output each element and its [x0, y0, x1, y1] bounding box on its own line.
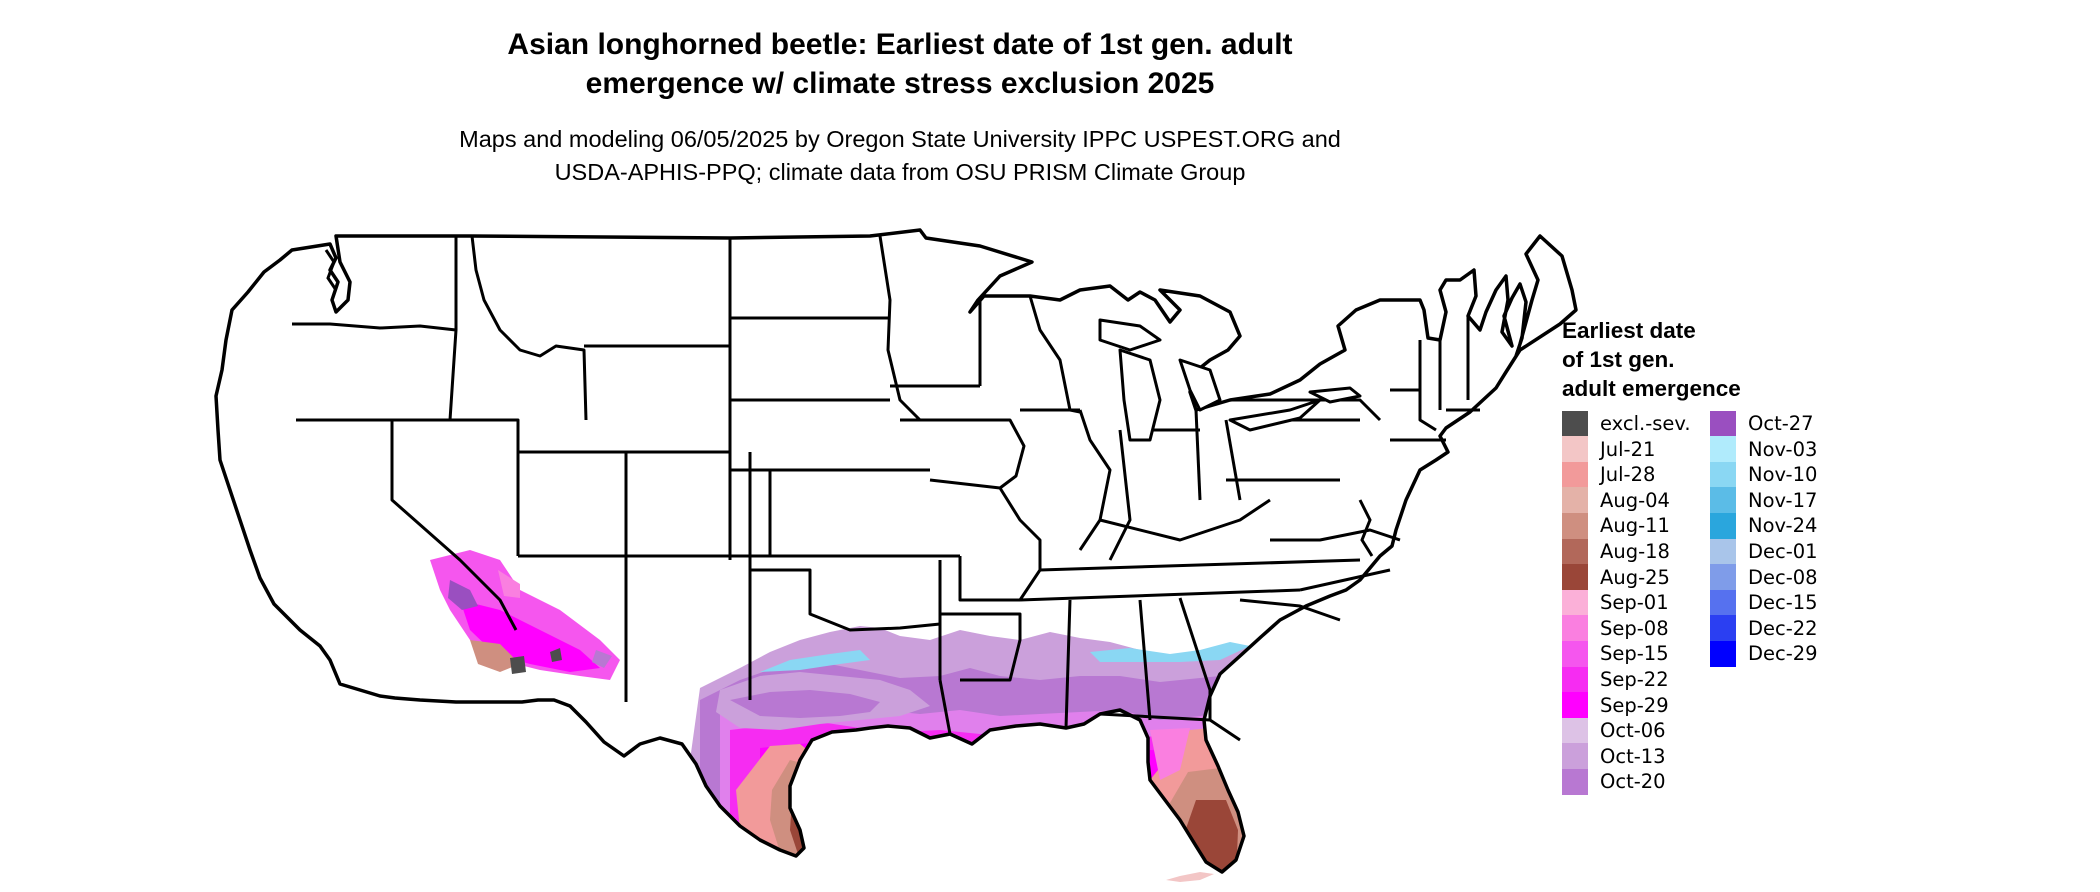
legend-swatch	[1710, 436, 1736, 463]
legend-title-line: Earliest date	[1562, 318, 1696, 343]
legend-item: Sep-01	[1562, 589, 1669, 616]
legend-swatch	[1562, 461, 1588, 488]
legend-item: Nov-03	[1710, 436, 1818, 463]
legend-label: Aug-25	[1600, 565, 1670, 589]
legend-item: excl.-sev.	[1562, 410, 1691, 437]
legend-item: Dec-01	[1710, 538, 1818, 565]
legend-item: Aug-18	[1562, 538, 1670, 565]
legend-swatch	[1562, 512, 1588, 539]
legend-swatch	[1710, 461, 1736, 488]
legend-label: Dec-29	[1748, 642, 1818, 666]
legend-swatch	[1710, 564, 1736, 591]
legend-swatch	[1710, 487, 1736, 514]
legend-label: Nov-17	[1748, 488, 1818, 512]
legend-label: Aug-18	[1600, 540, 1670, 563]
legend-label: Oct-27	[1748, 412, 1814, 435]
legend-item: Nov-17	[1710, 487, 1818, 514]
legend-swatch	[1710, 589, 1736, 616]
legend-item: Jul-28	[1562, 461, 1656, 488]
legend-label: Dec-15	[1748, 591, 1818, 615]
legend-label: Oct-13	[1600, 744, 1666, 768]
legend-label: Jul-28	[1600, 463, 1656, 487]
legend-swatch	[1710, 512, 1736, 539]
legend-item: Oct-20	[1562, 768, 1666, 795]
legend-label: Nov-03	[1748, 437, 1818, 461]
legend-item: Dec-22	[1710, 615, 1818, 642]
legend-item: Aug-25	[1562, 564, 1670, 591]
legend-swatch	[1562, 717, 1588, 744]
legend-label: Sep-22	[1600, 668, 1669, 691]
legend-item: Dec-08	[1710, 564, 1818, 591]
map-subtitle-line-1: Maps and modeling 06/05/2025 by Oregon S…	[459, 126, 1341, 152]
legend-swatch	[1710, 640, 1736, 667]
legend-item: Dec-29	[1710, 640, 1818, 667]
legend-item: Sep-08	[1562, 615, 1669, 642]
florida-keys-zone	[1166, 872, 1214, 882]
legend-item: Sep-22	[1562, 666, 1669, 693]
legend-title: Earliest date of 1st gen. adult emergenc…	[1562, 316, 1741, 403]
legend-swatch	[1562, 589, 1588, 616]
map-title-line-2: emergence w/ climate stress exclusion 20…	[585, 67, 1215, 100]
chesapeake-bay	[1358, 499, 1374, 557]
legend-label: Sep-08	[1600, 616, 1669, 640]
us-outline	[214, 228, 1578, 874]
legend-swatch	[1710, 615, 1736, 642]
legend-swatch	[1562, 487, 1588, 514]
legend-label: excl.-sev.	[1600, 412, 1691, 435]
great-lakes	[1098, 318, 1362, 442]
legend-item: Sep-29	[1562, 692, 1669, 719]
state-boundaries	[292, 235, 1480, 742]
legend-swatch	[1562, 436, 1588, 463]
legend-label: Aug-11	[1600, 514, 1670, 538]
legend-item: Jul-21	[1562, 436, 1656, 463]
legend-label: Dec-22	[1748, 616, 1818, 640]
map-subtitle-line-2: USDA-APHIS-PPQ; climate data from OSU PR…	[554, 159, 1246, 185]
legend-swatch	[1710, 410, 1736, 437]
legend-item: Nov-24	[1710, 512, 1818, 539]
legend-label: Dec-08	[1748, 565, 1818, 589]
legend-item: Aug-11	[1562, 512, 1670, 539]
legend-item: Nov-10	[1710, 461, 1818, 488]
legend-label: Jul-21	[1600, 437, 1656, 461]
map-title-line-1: Asian longhorned beetle: Earliest date o…	[507, 28, 1293, 61]
legend-item: Oct-13	[1562, 743, 1666, 770]
legend-swatch	[1562, 692, 1588, 719]
legend-title-line: of 1st gen.	[1562, 347, 1675, 372]
legend-title-line: adult emergence	[1562, 376, 1741, 401]
legend-swatch	[1562, 666, 1588, 693]
legend-label: Dec-01	[1748, 540, 1818, 563]
legend-item: Sep-15	[1562, 640, 1669, 667]
legend-item: Dec-15	[1710, 589, 1818, 616]
legend-swatch	[1562, 564, 1588, 591]
legend-label: Sep-15	[1600, 642, 1669, 666]
legend-item: Aug-04	[1562, 487, 1670, 514]
legend-swatch	[1562, 410, 1588, 437]
legend-label: Sep-29	[1600, 693, 1669, 717]
legend-label: Sep-01	[1600, 591, 1669, 615]
puget-sound	[324, 249, 338, 291]
legend-label: Aug-04	[1600, 488, 1670, 512]
legend-swatch	[1562, 768, 1588, 795]
legend-item: Oct-06	[1562, 717, 1666, 744]
legend-swatch	[1710, 538, 1736, 565]
legend-item: Oct-27	[1710, 410, 1814, 437]
legend-swatch	[1562, 538, 1588, 565]
legend-label: Oct-06	[1600, 719, 1666, 743]
legend-label: Nov-24	[1748, 514, 1818, 538]
legend-swatch	[1562, 640, 1588, 667]
legend-swatch	[1562, 615, 1588, 642]
legend-swatch	[1562, 743, 1588, 770]
legend-label: Oct-20	[1600, 770, 1666, 794]
legend-label: Nov-10	[1748, 463, 1818, 487]
